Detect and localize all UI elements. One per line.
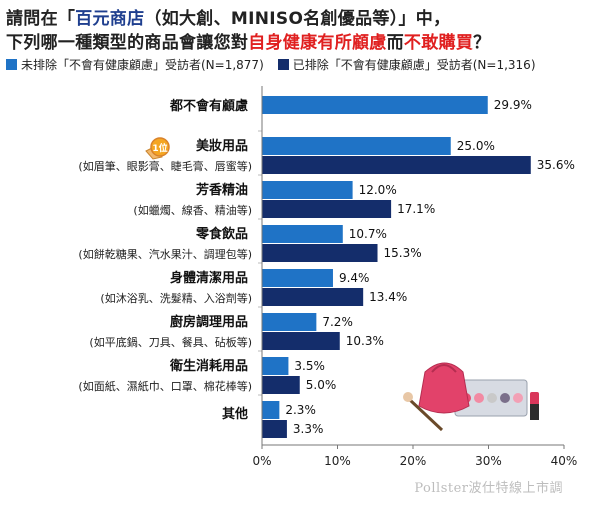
title-highlight-store: 百元商店 bbox=[75, 9, 145, 29]
bar-series1 bbox=[262, 137, 451, 155]
brush-tip bbox=[403, 392, 413, 402]
value-label-series2: 13.4% bbox=[369, 290, 407, 304]
title-highlight-not-buy: 不敢購買 bbox=[403, 33, 474, 53]
rank-badge-text: 1位 bbox=[152, 142, 167, 154]
value-label-series2: 3.3% bbox=[293, 422, 324, 436]
bar-series2 bbox=[262, 288, 364, 306]
title-part: ？ bbox=[473, 33, 491, 53]
bar-series2 bbox=[262, 420, 287, 438]
category-label: 廚房調理用品 bbox=[170, 314, 248, 330]
value-label-series2: 15.3% bbox=[384, 246, 422, 260]
title-part: （如大創、MINISO名創優品等）」中， bbox=[144, 9, 451, 29]
value-label-series1: 9.4% bbox=[339, 271, 370, 285]
cosmetic-bag-handle bbox=[431, 364, 457, 373]
cosmetic-bag-icon bbox=[418, 362, 470, 414]
category-label: 其他 bbox=[222, 406, 248, 422]
value-label-series2: 35.6% bbox=[537, 158, 575, 172]
chart-title-line1: 請問在「百元商店（如大創、MINISO名創優品等）」中， bbox=[6, 4, 450, 29]
category-sublabel: (如餅乾糖果、汽水果汁、調理包等) bbox=[78, 247, 252, 261]
category-sublabel: (如蠟燭、線香、精油等) bbox=[133, 203, 252, 217]
title-part: 下列哪一種類型的商品會讓您對 bbox=[6, 33, 249, 53]
rank-badge-icon bbox=[150, 137, 170, 157]
bar-series1 bbox=[262, 313, 317, 331]
value-label-series1: 12.0% bbox=[359, 183, 397, 197]
chart-title-line2: 下列哪一種類型的商品會讓您對自身健康有所顧慮而不敢購買？ bbox=[6, 28, 490, 53]
bar-series2 bbox=[262, 156, 531, 174]
category-label: 都不會有顧慮 bbox=[169, 98, 248, 114]
palette-color-dot bbox=[513, 393, 523, 403]
value-label-series2: 17.1% bbox=[397, 202, 435, 216]
bar-series1 bbox=[262, 401, 280, 419]
palette-color-dot bbox=[474, 393, 484, 403]
chart-legend: 未排除「不會有健康顧慮」受訪者(N=1,877) 已排除「不會有健康顧慮」受訪者… bbox=[6, 56, 550, 73]
legend-label-series1: 未排除「不會有健康顧慮」受訪者(N=1,877) bbox=[21, 58, 264, 72]
bar-series1 bbox=[262, 181, 353, 199]
x-tick-label: 10% bbox=[324, 454, 351, 468]
bar-series1 bbox=[262, 357, 289, 375]
legend-label-series2: 已排除「不會有健康顧慮」受訪者(N=1,316) bbox=[292, 58, 536, 72]
title-part: 請問在「 bbox=[6, 9, 76, 29]
bar-series1 bbox=[262, 96, 488, 114]
title-highlight-health: 自身健康有所顧慮 bbox=[248, 33, 387, 53]
bar-series2 bbox=[262, 376, 300, 394]
value-label-series2: 10.3% bbox=[346, 334, 384, 348]
value-label-series1: 29.9% bbox=[494, 98, 532, 112]
category-label: 身體清潔用品 bbox=[170, 270, 248, 286]
x-tick-label: 30% bbox=[475, 454, 502, 468]
category-label: 美妝用品 bbox=[196, 138, 248, 154]
value-label-series1: 7.2% bbox=[322, 315, 353, 329]
palette-color-dot bbox=[500, 393, 510, 403]
legend-swatch-series2 bbox=[277, 59, 289, 70]
value-label-series2: 5.0% bbox=[306, 378, 337, 392]
bar-series1 bbox=[262, 225, 343, 243]
bar-series1 bbox=[262, 269, 333, 287]
x-tick-label: 0% bbox=[252, 454, 271, 468]
lipstick-case bbox=[530, 404, 539, 420]
palette-color-dot bbox=[487, 393, 497, 403]
makeup-brush-icon bbox=[408, 398, 444, 432]
title-part: 而 bbox=[386, 33, 404, 53]
category-sublabel: (如平底鍋、刀具、餐具、砧板等) bbox=[89, 335, 252, 349]
x-tick-label: 20% bbox=[400, 454, 427, 468]
legend-swatch-series1 bbox=[6, 59, 17, 70]
bar-series2 bbox=[262, 332, 340, 350]
category-sublabel: (如面紙、濕紙巾、口罩、棉花棒等) bbox=[78, 379, 252, 393]
x-tick-label: 40% bbox=[551, 454, 578, 468]
category-sublabel: (如眉筆、眼影膏、睫毛膏、唇蜜等) bbox=[78, 159, 252, 173]
value-label-series1: 25.0% bbox=[457, 139, 495, 153]
bar-series2 bbox=[262, 244, 378, 262]
value-label-series1: 10.7% bbox=[349, 227, 387, 241]
category-sublabel: (如沐浴乳、洗髮精、入浴劑等) bbox=[100, 291, 252, 305]
value-label-series1: 3.5% bbox=[294, 359, 325, 373]
watermark: Pollster波仕特線上市調 bbox=[414, 481, 563, 496]
category-label: 零食飲品 bbox=[195, 226, 248, 242]
category-label: 衛生消耗用品 bbox=[169, 358, 248, 374]
value-label-series1: 2.3% bbox=[285, 403, 316, 417]
bar-series2 bbox=[262, 200, 392, 218]
category-label: 芳香精油 bbox=[196, 182, 248, 198]
